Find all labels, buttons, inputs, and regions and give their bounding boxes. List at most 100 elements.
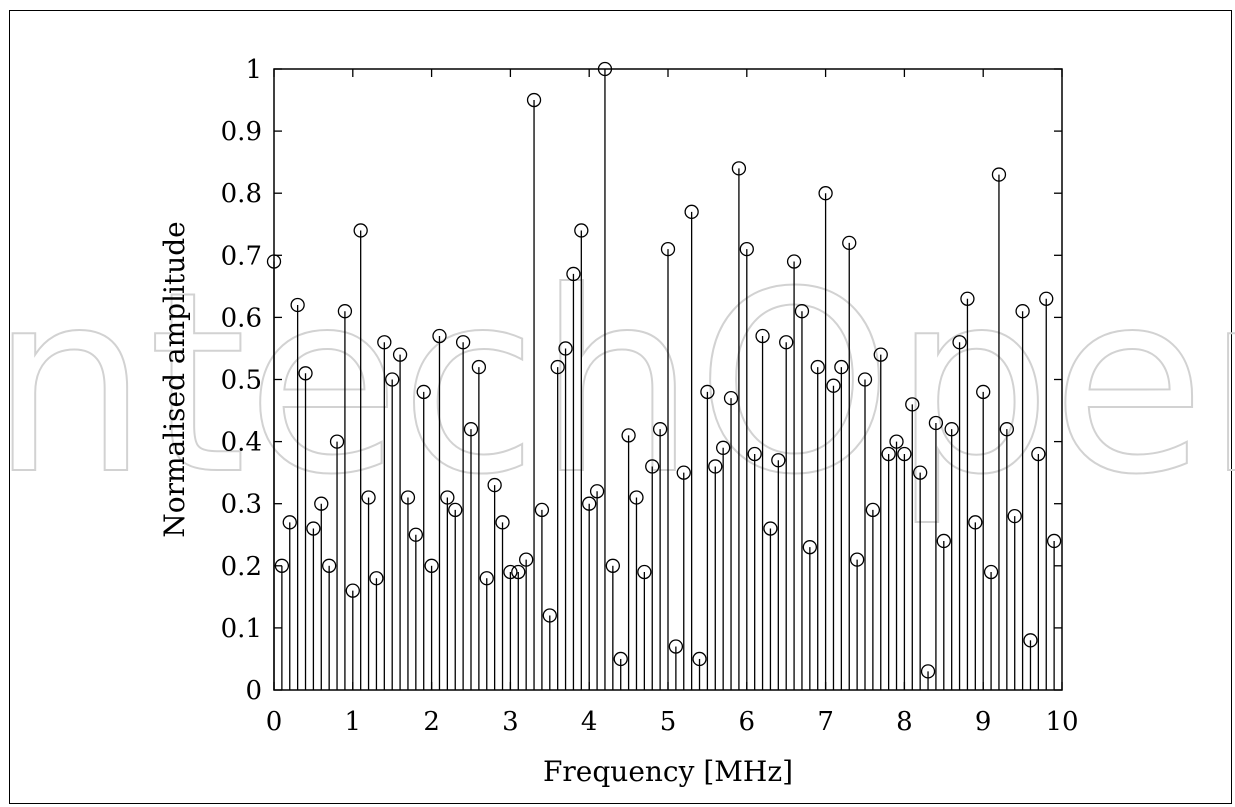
stem-marker [432,328,447,344]
stem-point [849,552,865,690]
stem-marker [345,583,360,598]
stem-point [952,335,967,690]
stem-marker [905,397,920,412]
stem-point [306,521,321,690]
stem-point [274,558,290,690]
stem-marker [526,92,542,108]
stem-marker [645,459,660,474]
stem-point [534,502,550,690]
stem-point [905,397,920,690]
stem-marker [652,422,668,437]
stem-marker [471,359,487,375]
stem-point [700,384,715,690]
stem-marker [455,335,471,350]
stem-marker [1039,291,1054,306]
stem-point [400,490,416,690]
y-tick-label: 0 [245,676,262,706]
stem-point [779,335,794,690]
stem-point [432,328,447,690]
y-tick-label: 0.8 [221,179,262,209]
stem-marker [771,453,786,468]
stem-marker [534,502,550,518]
stem-marker [605,558,620,573]
stem-point [542,608,557,690]
stem-marker [550,359,565,375]
stem-point [692,651,707,690]
stem-marker [802,540,817,555]
stem-marker [755,328,770,344]
stem-marker [999,422,1014,437]
stem-marker [392,347,408,362]
x-tick-label: 7 [817,707,834,737]
stem-point [739,241,754,690]
stem-point [613,651,628,690]
stem-marker [700,384,715,400]
stem-marker [353,223,368,238]
x-tick-label: 8 [896,707,913,737]
stem-marker [519,552,534,567]
stem-point [652,422,668,690]
stem-point [440,490,455,690]
stem-marker [747,446,762,462]
stem-point [668,639,684,690]
y-tick-label: 0.1 [221,614,262,644]
stem-point [392,347,408,690]
stem-marker [322,558,337,573]
stem-marker [463,422,479,437]
y-tick-label: 0.7 [221,241,262,271]
stem-point [794,304,810,690]
stem-marker [794,304,810,319]
stem-point [834,359,849,690]
stem-point [314,496,329,690]
y-tick-label: 0.2 [221,552,262,582]
stem-point [881,446,896,690]
stem-point [645,459,660,690]
stem-marker [779,335,794,350]
stem-point [487,477,502,690]
stem-point [463,422,479,690]
stem-marker [849,552,865,567]
stem-point [960,291,975,690]
stem-point [944,422,959,690]
y-tick-label: 0.3 [221,490,262,520]
stem-series [266,61,1062,690]
stem-point [448,502,463,690]
stem-point [322,558,337,690]
stem-marker [416,384,431,400]
stem-point [298,366,313,690]
stem-point [582,496,597,690]
stem-marker [566,266,581,282]
stem-marker [487,477,502,493]
stem-marker [881,446,896,462]
stem-point [889,434,904,690]
stem-marker [298,366,313,381]
y-tick-label: 0.5 [221,366,262,396]
stem-point [519,552,534,690]
stem-marker [574,223,589,238]
stem-point [802,540,817,690]
stem-point [826,378,841,690]
y-tick-label: 0.6 [221,303,262,333]
x-tick-label: 5 [660,707,677,737]
stem-marker [786,254,802,269]
x-axis: 0 1 2 3 4 5 6 7 8 9 10 [266,69,1079,737]
stem-point [786,254,802,690]
x-tick-label: 1 [345,707,362,737]
stem-point [511,564,526,690]
stem-marker [629,490,644,505]
stem-point [621,428,636,690]
stem-point [920,664,936,690]
stem-marker [944,422,959,437]
stem-point [676,465,691,690]
stem-point [629,490,644,690]
stem-marker [511,564,526,580]
stem-marker [684,204,699,219]
stem-point [857,372,873,690]
stem-point [1007,508,1022,690]
stem-point [818,186,833,690]
stem-marker [936,533,951,549]
stem-marker [361,490,376,505]
stem-point [455,335,471,690]
x-tick-label: 0 [266,707,283,737]
